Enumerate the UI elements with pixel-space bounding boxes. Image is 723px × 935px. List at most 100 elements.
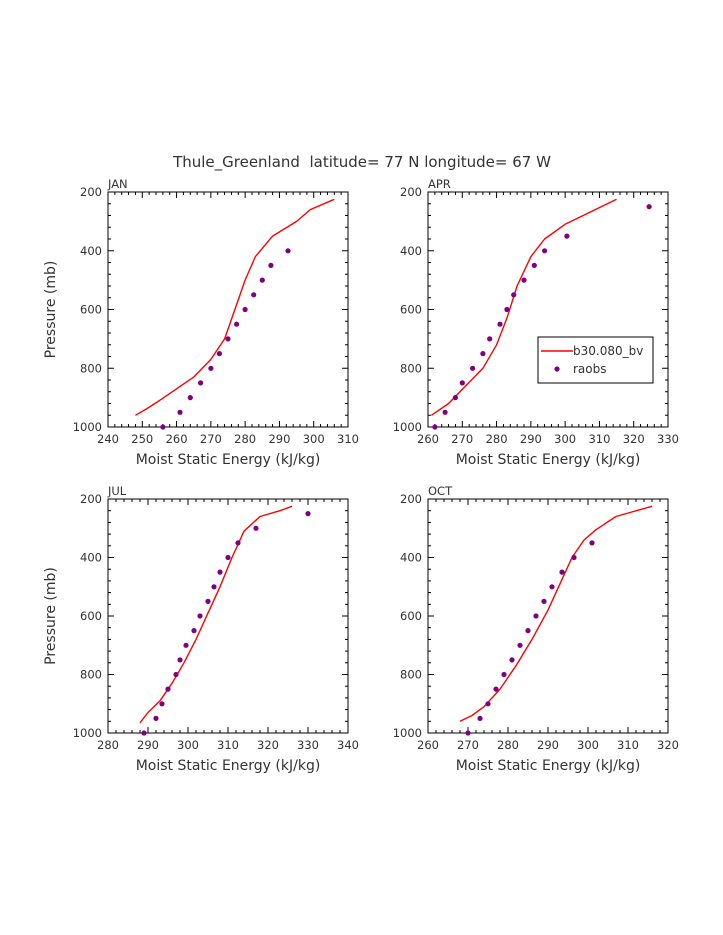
y-axis-label: Pressure (mb) xyxy=(43,567,59,665)
x-tick-label: 340 xyxy=(337,738,359,752)
raobs-point xyxy=(141,730,147,736)
x-tick-label: 310 xyxy=(588,432,610,446)
x-tick-label: 320 xyxy=(623,432,645,446)
x-tick-label: 290 xyxy=(520,432,542,446)
y-tick-label: 1000 xyxy=(393,420,422,434)
x-tick-label: 310 xyxy=(617,738,639,752)
raobs-point xyxy=(225,554,231,561)
raobs-point xyxy=(259,277,265,283)
raobs-point xyxy=(559,569,565,575)
raobs-point xyxy=(542,248,548,254)
plot-frame xyxy=(427,498,669,734)
raobs-point xyxy=(205,598,211,605)
raobs-point xyxy=(242,306,248,313)
y-tick-label: 400 xyxy=(400,551,422,565)
raobs-point xyxy=(268,262,274,268)
x-tick-label: 300 xyxy=(577,738,599,752)
raobs-point xyxy=(549,584,555,590)
raobs-point xyxy=(208,365,214,371)
raobs-point xyxy=(493,686,499,692)
raobs-point xyxy=(485,701,491,707)
raobs-point xyxy=(571,554,577,561)
chart-panel-oct: OCT 260 270 280 290 300 310 320 200 400 600 800 1000… xyxy=(393,484,679,774)
raobs-point xyxy=(305,510,311,517)
figure-title: Thule_Greenland latitude= 77 N longitude… xyxy=(172,153,551,172)
y-tick-label: 200 xyxy=(400,492,422,506)
raobs-point xyxy=(501,671,507,678)
raobs-point xyxy=(177,409,183,415)
raobs-point xyxy=(541,598,547,605)
raobs-point xyxy=(646,204,652,210)
model-line-jul xyxy=(139,505,293,724)
x-axis-label: Moist Static Energy (kJ/kg) xyxy=(456,452,641,468)
y-tick-label: 600 xyxy=(80,303,102,317)
raobs-point xyxy=(504,306,510,313)
raobs-point xyxy=(452,395,458,401)
chart-panel-jan: JAN 240 250 260 270 280 290 300 310 200 400 600 800 1… xyxy=(43,177,359,468)
raobs-point xyxy=(217,569,223,575)
raobs-point xyxy=(159,701,165,707)
x-tick-label: 260 xyxy=(417,432,439,446)
raobs-point xyxy=(253,525,259,531)
raobs-point xyxy=(177,657,183,663)
y-tick-label: 400 xyxy=(80,551,102,565)
x-tick-label: 290 xyxy=(268,432,290,446)
x-tick-label: 320 xyxy=(657,738,679,752)
x-tick-label: 280 xyxy=(497,738,519,752)
raobs-point xyxy=(153,715,159,722)
plot-frame xyxy=(427,191,669,428)
x-tick-label: 280 xyxy=(97,738,119,752)
raobs-point xyxy=(511,292,517,298)
raobs-point xyxy=(470,365,476,371)
raobs-point xyxy=(589,540,595,546)
raobs-point xyxy=(187,395,193,401)
x-axis-label: Moist Static Energy (kJ/kg) xyxy=(136,758,321,774)
panels: JAN 240 250 260 270 280 290 300 310 200 400 600 800 1… xyxy=(43,177,679,774)
x-tick-label: 290 xyxy=(137,738,159,752)
y-tick-label: 1000 xyxy=(393,726,422,740)
raobs-point xyxy=(285,248,291,254)
x-tick-label: 270 xyxy=(457,738,479,752)
x-axis-label: Moist Static Energy (kJ/kg) xyxy=(456,758,641,774)
legend-obs-swatch xyxy=(554,366,560,372)
plot-frame xyxy=(107,498,349,734)
y-tick-label: 800 xyxy=(80,361,102,375)
x-tick-label: 290 xyxy=(537,738,559,752)
model-line-apr xyxy=(431,198,617,416)
raobs-point xyxy=(564,233,570,239)
raobs-point xyxy=(235,540,241,546)
raobs-point xyxy=(533,613,539,619)
y-tick-label: 200 xyxy=(80,185,102,199)
panel-label: JAN xyxy=(107,177,128,191)
x-tick-label: 270 xyxy=(451,432,473,446)
y-tick-label: 800 xyxy=(400,361,422,375)
x-tick-label: 300 xyxy=(303,432,325,446)
raobs-point xyxy=(432,424,438,430)
y-tick-label: 600 xyxy=(400,303,422,317)
raobs-point xyxy=(521,277,527,283)
plot-frame xyxy=(107,191,349,428)
x-tick-label: 310 xyxy=(217,738,239,752)
y-tick-label: 800 xyxy=(80,668,102,682)
x-tick-label: 280 xyxy=(234,432,256,446)
panel-label: APR xyxy=(428,177,451,191)
y-tick-label: 1000 xyxy=(73,726,102,740)
raobs-point xyxy=(211,584,217,590)
y-tick-label: 600 xyxy=(80,609,102,623)
x-tick-label: 300 xyxy=(554,432,576,446)
chart-panel-jul: JUL 280 290 300 310 320 330 340 200 400 600 800 1000… xyxy=(43,484,359,774)
raobs-point xyxy=(531,262,537,268)
y-axis-label: Pressure (mb) xyxy=(43,261,59,359)
x-tick-label: 250 xyxy=(131,432,153,446)
x-tick-label: 270 xyxy=(200,432,222,446)
raobs-point xyxy=(216,351,222,357)
raobs-point xyxy=(165,686,171,692)
x-tick-label: 330 xyxy=(657,432,679,446)
raobs-point xyxy=(197,613,203,619)
y-tick-label: 400 xyxy=(400,244,422,258)
chart-panel-apr: APR 260 270 280 290 300 310 320 330 200 400 600 800 1… xyxy=(393,177,679,468)
x-tick-label: 300 xyxy=(177,738,199,752)
panel-label: OCT xyxy=(428,484,453,498)
legend-obs-label: raobs xyxy=(573,362,607,376)
legend-box xyxy=(537,336,654,384)
